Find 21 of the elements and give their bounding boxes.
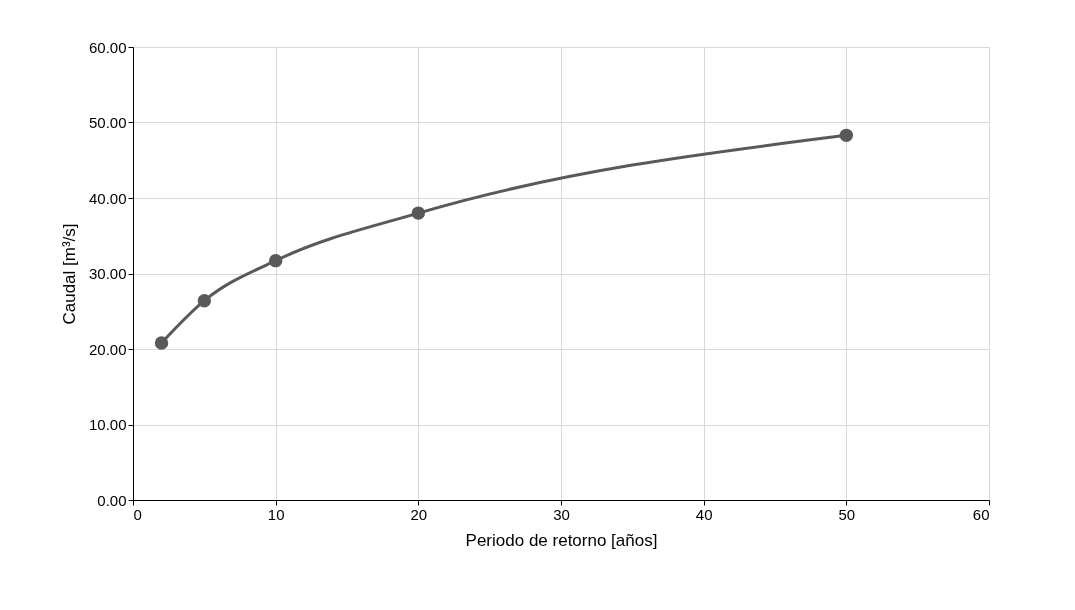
x-tick-label: 50 [838,505,856,523]
x-tick-label: 40 [695,505,713,523]
y-tick-label: 60.00 [88,38,127,56]
x-tick-label: 0 [133,505,142,523]
y-tick-label: 10.00 [88,416,127,433]
x-tick-label: 10 [267,505,285,523]
point [839,128,854,143]
y-tick-label: 20.00 [88,340,127,358]
y-tick-label: 0.00 [97,491,127,509]
point [154,336,169,350]
y-tick-label: 30.00 [88,265,127,282]
y-tick-label: 50.00 [88,114,127,131]
point [268,253,283,268]
x-tick-label: 60 [972,505,990,523]
point [197,293,212,308]
x-tick-label: 30 [553,505,570,523]
x-tick-label: 20 [410,505,428,523]
point [411,206,426,220]
y-tick-label: 40.00 [88,189,127,207]
x-axis-title: Periodo de retorno [años] [465,530,658,550]
y-axis-title: Caudal [m³/s] [59,223,79,325]
